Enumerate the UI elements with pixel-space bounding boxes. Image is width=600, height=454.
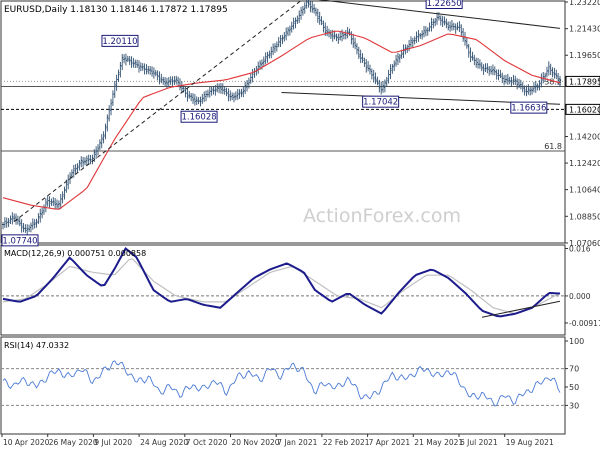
current-price-tag <box>565 75 600 87</box>
rsi-line <box>2 360 561 407</box>
price-y-tick-label: 1.12420 <box>569 159 600 168</box>
price-annotation-box <box>510 101 548 114</box>
macd-trendline <box>481 300 561 318</box>
price-annotation-label: 1.17042 <box>363 98 398 108</box>
price-panel-header: EURUSD,Daily 1.18130 1.18146 1.17872 1.1… <box>4 5 228 15</box>
x-tick-label: 10 Apr 2020 <box>3 438 50 447</box>
price-y-tick-label: 1.23220 <box>569 0 600 7</box>
macd-panel-frame <box>0 244 566 336</box>
macd-signal-line <box>2 258 561 315</box>
price-y-tick-label: 1.07060 <box>569 239 600 248</box>
x-tick-label: 7 Apr 2021 <box>369 438 411 447</box>
rsi-y-tick-label: 100 <box>569 337 584 346</box>
x-tick-label: 9 Jul 2020 <box>94 438 132 447</box>
macd-y-tick-label: -0.009116 <box>569 319 600 328</box>
price-marks <box>2 0 561 236</box>
fib-618-label: 61.8 <box>544 142 562 151</box>
price-annotation-box <box>180 110 218 123</box>
x-tick-label: 26 May 2020 <box>49 438 98 447</box>
price-panel-frame <box>0 0 566 244</box>
price-annotation-label: 1.22650 <box>427 0 462 9</box>
level-tag <box>565 103 600 115</box>
macd-panel-header: MACD(12,26,9) 0.000751 0.000858 <box>4 249 146 258</box>
rsi-panel-frame <box>0 336 566 435</box>
price-annotation-box <box>425 0 463 10</box>
price-y-tick-label: 1.14200 <box>569 133 600 142</box>
price-annotations: 1.234801.226501.201101.170421.160281.166… <box>1 0 548 247</box>
price-annotation-box <box>101 34 139 47</box>
macd-y-tick-label: 0.016 <box>569 244 591 253</box>
price-y-tick-label: 1.08850 <box>569 212 600 221</box>
x-tick-label: 6 Jul 2021 <box>460 438 498 447</box>
macd-line <box>2 247 561 318</box>
moving-average-line <box>2 30 561 210</box>
price-annotation-label: 1.07740 <box>2 236 37 246</box>
current-price-text: 1.17895 <box>569 77 600 86</box>
x-tick-label: 7 Jan 2021 <box>277 438 317 447</box>
price-annotation-box <box>362 95 400 108</box>
price-y-axis: 1.23220 1.21430 1.19650 1.16020 1.14200 1.124… <box>565 0 600 248</box>
x-tick-label: 20 Nov 2020 <box>232 438 280 447</box>
x-tick-label: 19 Aug 2021 <box>506 438 554 447</box>
level-tag-text: 1.16020 <box>569 105 600 114</box>
trendline <box>318 0 561 29</box>
trendline <box>13 0 303 222</box>
price-annotation-label: 1.16636 <box>511 104 546 114</box>
rsi-y-tick-label: 50 <box>569 383 579 392</box>
x-tick-label: 21 May 2021 <box>414 438 463 447</box>
watermark: ActionForex.com <box>303 205 461 227</box>
macd-y-tick-label: 0.000 <box>569 292 591 301</box>
rsi-y-tick-label: 30 <box>569 401 579 410</box>
x-tick-label: 22 Feb 2021 <box>323 438 370 447</box>
price-annotation-box <box>1 234 39 247</box>
x-tick-label: 24 Aug 2020 <box>140 438 188 447</box>
rsi-y-axis: 100 70 50 30 <box>565 337 584 410</box>
price-annotation-label: 1.20110 <box>102 37 137 47</box>
rsi-panel-header: RSI(14) 47.0332 <box>4 341 69 350</box>
macd-y-axis: 0.016 0.000 -0.009116 <box>565 244 600 328</box>
price-y-tick-label: 1.10640 <box>569 186 600 195</box>
fib-382-label: 38.2 <box>544 78 562 87</box>
rsi-marks <box>2 360 561 407</box>
x-tick-label: 7 Oct 2020 <box>186 438 228 447</box>
rsi-y-tick-label: 70 <box>569 365 579 374</box>
price-y-tick-label: 1.21430 <box>569 25 600 34</box>
macd-marks <box>2 247 561 318</box>
price-annotation-label: 1.16028 <box>181 113 216 123</box>
price-y-tick-label: 1.19650 <box>569 51 600 60</box>
